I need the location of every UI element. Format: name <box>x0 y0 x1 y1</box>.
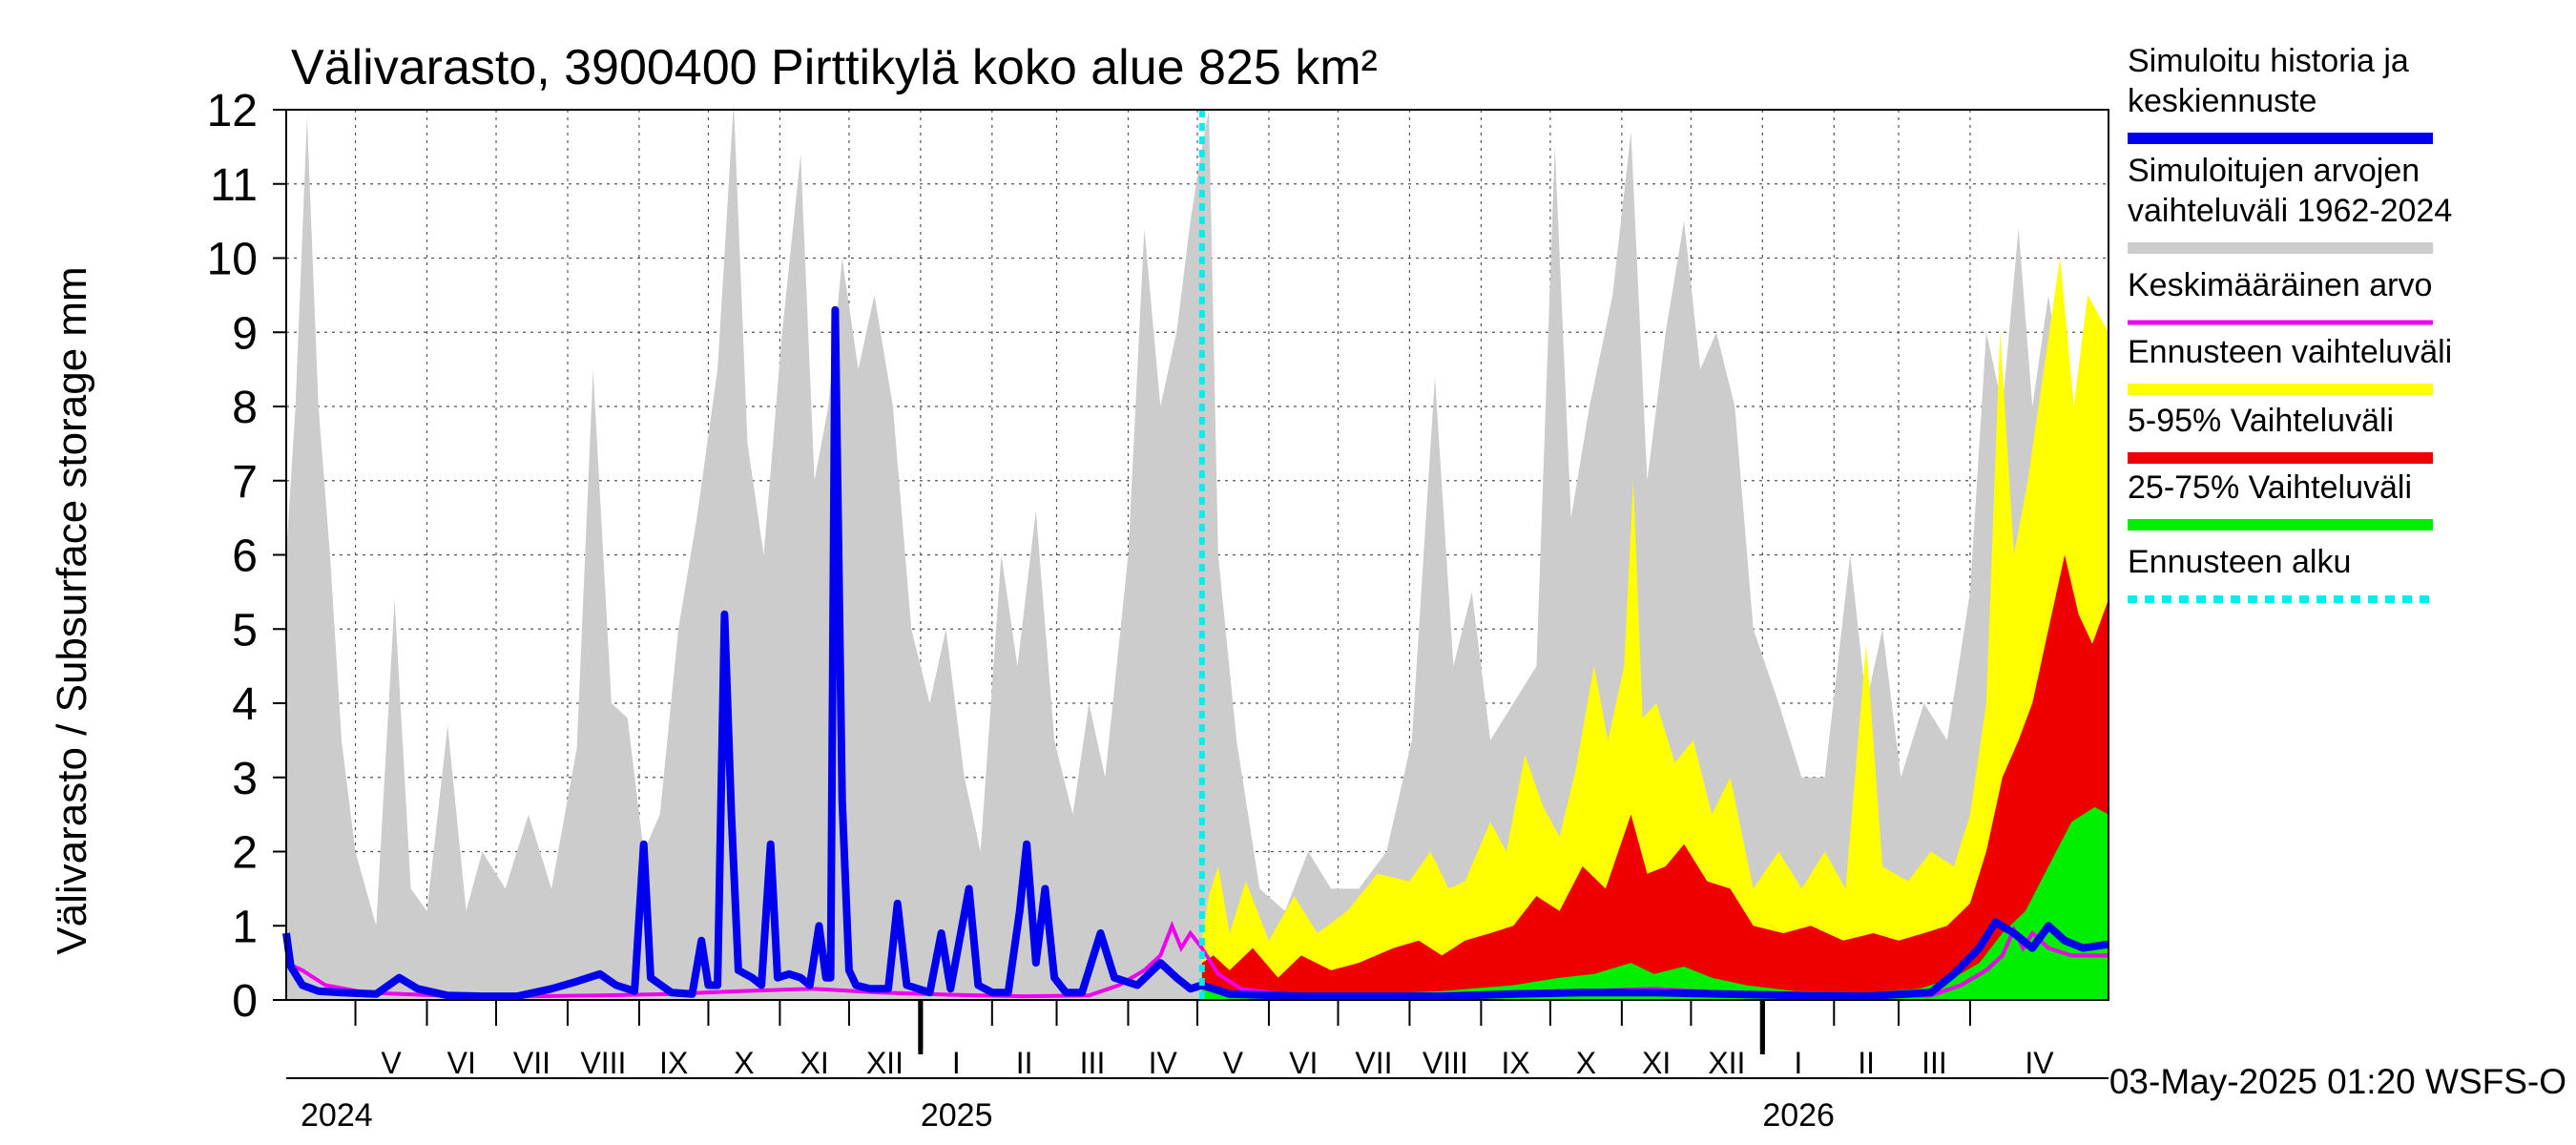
y-tick-label: 5 <box>232 605 258 656</box>
x-month-label: V <box>1223 1046 1244 1080</box>
y-tick-label: 7 <box>232 457 258 508</box>
x-month-label: IV <box>2025 1046 2054 1080</box>
footer-timestamp: 03-May-2025 01:20 WSFS-O <box>2109 1062 2566 1101</box>
legend-label: vaihteluväli 1962-2024 <box>2128 193 2452 229</box>
legend-swatch <box>2128 320 2433 325</box>
chart-title: Välivarasto, 3900400 Pirttikylä koko alu… <box>291 40 1378 95</box>
y-tick-label: 9 <box>232 308 258 359</box>
x-month-label: VII <box>1355 1046 1392 1080</box>
x-month-label: I <box>1794 1046 1802 1080</box>
y-axis-label: Välivarasto / Subsurface storage mm <box>49 266 95 954</box>
simulated-history-line <box>282 305 2109 1001</box>
legend-swatch <box>2128 384 2433 395</box>
x-month-label: I <box>952 1046 961 1080</box>
y-tick-label: 4 <box>232 679 258 730</box>
x-month-label: XI <box>1642 1046 1671 1080</box>
x-month-label: VI <box>1289 1046 1318 1080</box>
y-tick-label: 1 <box>232 902 258 952</box>
x-month-label: III <box>1080 1046 1106 1080</box>
band-25-75-area <box>1201 806 2109 1000</box>
x-month-label: IV <box>1149 1046 1178 1080</box>
legend-label: keskiennuste <box>2128 83 2316 119</box>
y-tick-label: 11 <box>210 160 258 211</box>
series-bands <box>286 102 2109 1000</box>
legend-label: 5-95% Vaihteluväli <box>2128 403 2394 439</box>
legend-swatch <box>2128 519 2433 531</box>
series-lines <box>282 110 2109 1001</box>
mean-line <box>285 920 2109 999</box>
x-month-label: X <box>734 1046 754 1080</box>
legend: Simuloitu historia ja keskiennuste Simuloi… <box>2128 43 2452 603</box>
y-tick-label: 8 <box>232 383 258 433</box>
x-year-label: 2026 <box>1762 1097 1835 1134</box>
y-tick-label: 6 <box>232 531 258 582</box>
x-month-label: XII <box>1708 1046 1745 1080</box>
historical-range-area <box>286 102 2109 1000</box>
y-tick-label: 2 <box>232 828 258 879</box>
legend-label: Ennusteen vaihteluväli <box>2128 334 2452 370</box>
x-month-label: VI <box>447 1046 476 1080</box>
x-month-label: XII <box>866 1046 904 1080</box>
x-month-label: IX <box>659 1046 688 1080</box>
x-month-label: X <box>1576 1046 1596 1080</box>
y-tick-label: 0 <box>232 976 258 1027</box>
x-month-label: VIII <box>580 1046 626 1080</box>
legend-label: 25-75% Vaihteluväli <box>2128 469 2412 506</box>
x-month-label: V <box>381 1046 402 1080</box>
y-tick-label: 3 <box>232 754 258 804</box>
legend-label: Simuloitujen arvojen <box>2128 153 2420 189</box>
x-year-label: 2024 <box>301 1097 373 1134</box>
y-tick-label: 10 <box>207 235 258 285</box>
legend-label: Keskimääräinen arvo <box>2128 267 2432 303</box>
legend-label: Simuloitu historia ja <box>2128 43 2409 79</box>
x-month-label: VII <box>513 1046 551 1080</box>
x-month-label: IX <box>1502 1046 1530 1080</box>
x-month-label: II <box>1016 1046 1033 1080</box>
legend-swatch <box>2128 242 2433 254</box>
legend-label: Ennusteen alku <box>2128 544 2351 580</box>
legend-swatch <box>2128 452 2433 464</box>
x-axis: V VI VII VIII IX X XI XII I II III IV V VI VII VIII IX X X… <box>286 1000 2109 1134</box>
legend-swatch <box>2128 133 2433 144</box>
x-month-label: II <box>1858 1046 1875 1080</box>
y-tick-label: 12 <box>207 86 258 136</box>
x-month-label: XI <box>800 1046 829 1080</box>
x-month-label: VIII <box>1423 1046 1468 1080</box>
x-month-label: III <box>1922 1046 1947 1080</box>
x-year-label: 2025 <box>921 1097 993 1134</box>
